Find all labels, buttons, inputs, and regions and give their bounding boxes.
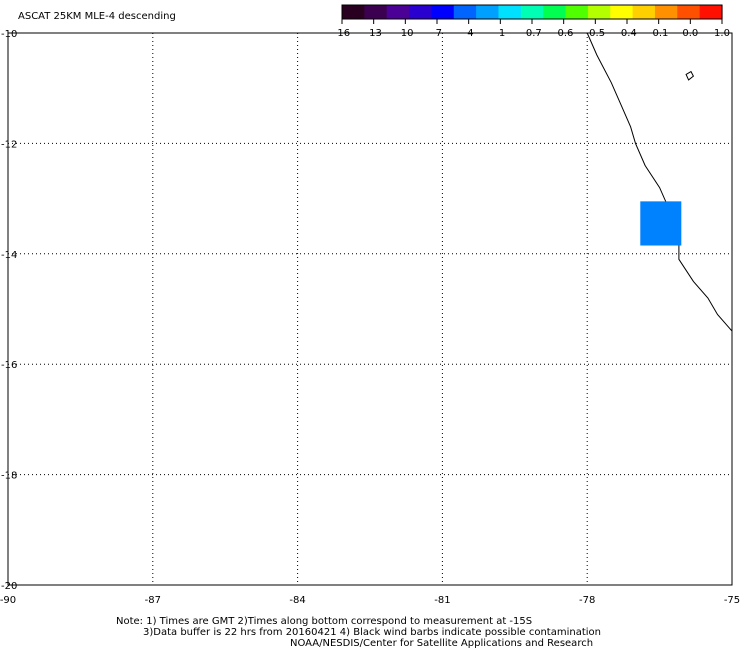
colorbar-segment	[565, 5, 589, 19]
lat-label: -20	[1, 581, 17, 592]
colorbar-segment	[476, 5, 500, 19]
footnote-line-1: Note: 1) Times are GMT 2)Times along bot…	[116, 616, 533, 627]
colorbar-segment	[431, 5, 455, 19]
lon-label: -75	[724, 595, 740, 606]
lon-label: -81	[434, 595, 450, 606]
colorbar-segment	[409, 5, 433, 19]
colorbar-segment	[699, 5, 723, 19]
colorbar-segment	[342, 5, 365, 19]
colorbar-segment	[654, 5, 678, 19]
wind-data-cell	[640, 201, 682, 246]
colorbar-segment	[520, 5, 544, 19]
colorbar-labels: -16 -13 -10 -7 -4 -1 -0.7 -0.6 -0.5 -0.4 -0.1 0.0 1.…	[334, 19, 730, 39]
longitude-labels: -90 -87 -84 -81 -78 -75	[0, 595, 740, 606]
colorbar-segment	[386, 5, 410, 19]
island-outline	[685, 70, 695, 81]
map-title: ASCAT 25KM MLE-4 descending	[18, 11, 176, 22]
lat-label: -16	[1, 360, 17, 371]
lat-label: -10	[1, 29, 17, 40]
lon-label: -87	[145, 595, 161, 606]
colorbar-segment	[364, 5, 388, 19]
latitude-labels: -10 -12 -14 -16 -18 -20	[1, 29, 17, 592]
colorbar-segment	[587, 5, 611, 19]
colorbar-segment	[610, 5, 634, 19]
lat-label: -14	[1, 250, 17, 261]
colorbar-segment	[677, 5, 701, 19]
footnote-line-3: NOAA/NESDIS/Center for Satellite Applica…	[290, 638, 594, 649]
colorbar-segment	[632, 5, 656, 19]
lat-label: -18	[1, 471, 17, 482]
plot-frame	[7, 32, 733, 586]
colorbar-segment	[498, 5, 522, 19]
colorbar-segment	[453, 5, 477, 19]
map-grid	[8, 33, 732, 585]
lat-label: -12	[1, 139, 17, 150]
coastline	[586, 32, 733, 332]
lon-label: -90	[0, 595, 16, 606]
lon-label: -78	[579, 595, 595, 606]
colorbar-segment	[543, 5, 567, 19]
colorbar	[341, 4, 723, 20]
lon-label: -84	[289, 595, 305, 606]
footnote-line-2: 3)Data buffer is 22 hrs from 20160421 4)…	[143, 627, 601, 638]
